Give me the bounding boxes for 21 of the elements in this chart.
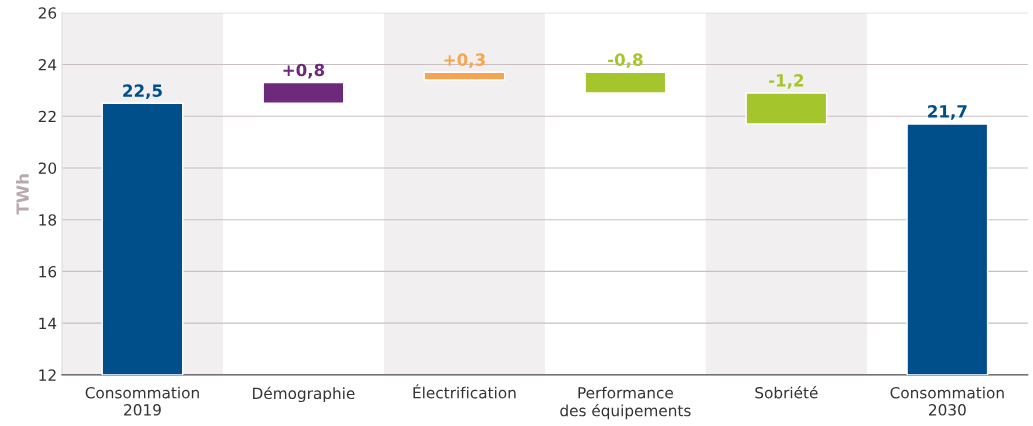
x-tick-label: Démographie: [253, 386, 355, 403]
y-tick-label: 24: [38, 58, 57, 71]
y-tick-label: 18: [39, 214, 57, 226]
y-tick-label: 12: [39, 369, 56, 381]
data-label: -1,2: [769, 74, 804, 89]
data-label: 22,5: [123, 84, 162, 100]
data-label: +0,3: [444, 53, 485, 69]
y-tick-label: 14: [39, 317, 57, 329]
data-label: +0,8: [283, 63, 325, 79]
data-label: 21,7: [928, 105, 967, 120]
x-tick-label: Consommation 2019: [85, 386, 199, 416]
y-tick-label: 22: [38, 110, 56, 123]
y-tick-label: 20: [38, 162, 57, 174]
data-label: -0,8: [608, 53, 643, 69]
x-tick-label: Consommation 2030: [890, 386, 1004, 416]
x-tick-label: Sobriété: [755, 386, 818, 399]
x-tick-label: Électrification: [413, 384, 516, 399]
y-tick-label: 26: [38, 7, 57, 19]
y-tick-label: 16: [39, 265, 57, 278]
y-axis-title: TWh: [15, 174, 29, 215]
x-tick-label: Performance des équipements: [560, 386, 691, 420]
